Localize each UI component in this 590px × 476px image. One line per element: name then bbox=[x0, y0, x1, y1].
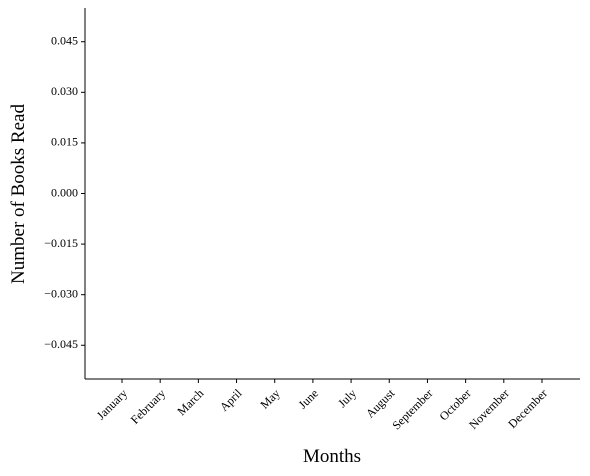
y-tick-label: −0.030 bbox=[44, 286, 78, 300]
x-tick-label: August bbox=[363, 386, 398, 421]
x-tick-label: April bbox=[217, 386, 245, 414]
x-tick-label: June bbox=[296, 386, 321, 411]
x-tick-label: October bbox=[436, 386, 473, 423]
x-tick-label: November bbox=[466, 386, 512, 432]
x-tick-label: February bbox=[128, 386, 169, 427]
y-tick-label: 0.015 bbox=[51, 135, 78, 149]
x-tick-label: March bbox=[174, 386, 206, 418]
x-tick-label: July bbox=[335, 386, 359, 410]
x-axis-label: Months bbox=[303, 446, 361, 467]
x-tick-label: September bbox=[389, 386, 435, 432]
y-tick-label: 0.030 bbox=[51, 84, 78, 98]
y-axis-label: Number of Books Read bbox=[8, 104, 29, 284]
x-tick-label: January bbox=[94, 386, 130, 422]
x-tick-label: May bbox=[257, 386, 282, 411]
y-tick-label: −0.045 bbox=[44, 337, 78, 351]
y-tick-label: 0.000 bbox=[51, 185, 78, 199]
y-tick-label: −0.015 bbox=[44, 236, 78, 250]
x-tick-label: December bbox=[505, 386, 550, 431]
y-tick-label: 0.045 bbox=[51, 33, 78, 47]
